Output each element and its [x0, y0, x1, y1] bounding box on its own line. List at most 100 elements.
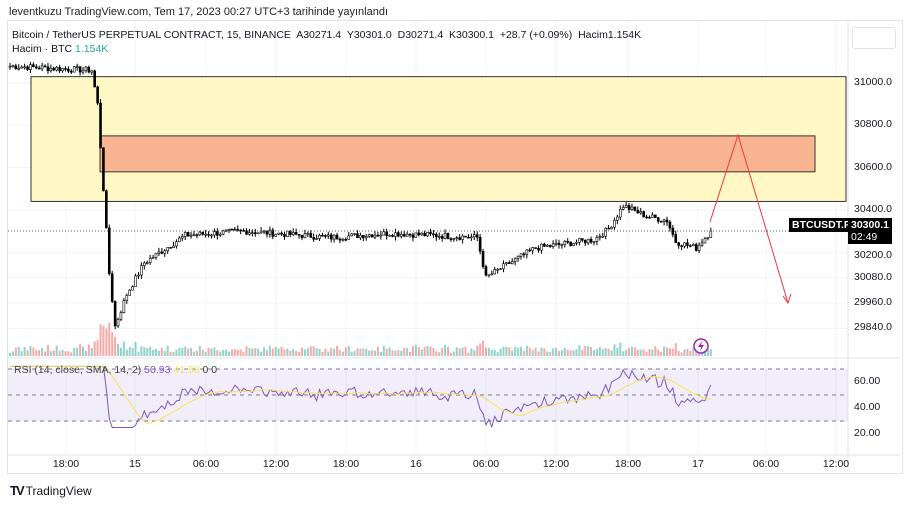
candle-body	[662, 219, 666, 222]
candle-body	[315, 238, 318, 240]
candle-body	[452, 237, 456, 240]
volume-bar	[263, 347, 266, 356]
volume-bar	[394, 350, 397, 356]
volume-bar	[575, 349, 578, 356]
candle-body	[321, 234, 324, 237]
candle-body	[516, 255, 520, 259]
volume-bar	[648, 349, 651, 356]
volume-bar	[9, 352, 11, 356]
symbol-name[interactable]: Bitcoin / TetherUS PERPETUAL CONTRACT, 1…	[12, 29, 291, 41]
candle-body	[43, 65, 47, 68]
candle-body	[122, 300, 126, 313]
rsi-value: 50.93	[144, 364, 171, 376]
volume-bar	[312, 346, 315, 356]
volume-bar	[99, 324, 102, 356]
volume-bar	[163, 350, 166, 356]
candle-body	[245, 230, 248, 235]
candle-body	[510, 261, 514, 265]
volume-bar	[555, 348, 558, 356]
candle-body	[283, 233, 286, 237]
chart-frame[interactable]	[7, 20, 903, 474]
volume-bar	[525, 345, 528, 356]
candle-body	[671, 227, 675, 235]
chart-settings-button[interactable]	[852, 27, 896, 49]
volume-bar	[160, 347, 163, 356]
candle-body	[160, 251, 164, 254]
candle-body	[691, 244, 695, 247]
volume-bar	[598, 347, 601, 356]
volume-bar	[645, 351, 648, 356]
volume-bar	[79, 343, 82, 356]
volume-bar	[219, 351, 222, 356]
candle-body	[435, 234, 438, 238]
volume-bar	[321, 351, 324, 356]
candle-body	[105, 190, 108, 229]
candle-body	[253, 232, 257, 235]
volume-bar	[511, 350, 514, 356]
time-axis-label: 12:00	[262, 458, 290, 470]
volume-bar	[581, 349, 584, 356]
volume-bar	[353, 351, 356, 356]
candle-body	[96, 86, 99, 104]
volume-bar	[484, 347, 487, 356]
volume-bar	[93, 341, 96, 356]
candle-body	[227, 228, 231, 231]
volume-bar	[204, 351, 207, 356]
volume-bar	[298, 352, 301, 356]
candle-body	[379, 234, 383, 237]
volume-bar	[289, 350, 292, 356]
candle-body	[239, 229, 242, 232]
volume-bar	[114, 337, 117, 356]
candle-body	[449, 238, 453, 240]
candle-body	[259, 230, 263, 234]
candle-body	[493, 269, 497, 275]
volume-bar	[213, 347, 216, 356]
candle-body	[306, 232, 310, 235]
candle-body	[432, 233, 435, 236]
candle-body	[627, 205, 631, 210]
candle-body	[113, 301, 117, 327]
candle-body	[595, 236, 599, 242]
volume-bar	[280, 346, 283, 356]
volume-bar	[365, 348, 368, 356]
change-value: +28.7 (+0.09%)	[499, 29, 573, 41]
rsi-legend[interactable]: RSI (14, close, SMA, 14, 2) 50.93 41.58 …	[14, 364, 217, 376]
candle-body	[309, 232, 313, 238]
volume-bar	[38, 350, 41, 356]
volume-bar	[476, 345, 479, 356]
time-axis-label: 18:00	[52, 458, 80, 470]
volume-bar	[82, 346, 84, 356]
volume-bar	[578, 345, 581, 356]
candle-body	[487, 274, 491, 277]
volume-bar	[309, 346, 312, 356]
volume-bar	[522, 350, 525, 356]
candle-body	[674, 234, 678, 243]
candle-body	[175, 241, 178, 247]
volume-amount: 1.154K	[75, 43, 109, 55]
candle-body	[540, 243, 543, 251]
volume-bar	[260, 351, 263, 356]
volume-bar	[689, 351, 692, 356]
candle-body	[274, 233, 278, 237]
volume-bar	[490, 349, 493, 356]
volume-bar	[295, 350, 298, 356]
candle-body	[402, 234, 406, 237]
candle-body	[300, 234, 304, 238]
volume-bar	[350, 351, 353, 356]
volume-bar	[216, 350, 219, 356]
volume-bar	[87, 344, 90, 356]
candle-body	[329, 234, 333, 240]
tradingview-logo[interactable]: TV TradingView	[10, 483, 92, 498]
volume-bar	[207, 347, 210, 356]
price-axis-label: 31000.0	[854, 76, 892, 88]
candle-body	[32, 64, 35, 68]
candle-body	[236, 229, 240, 231]
volume-bar	[242, 352, 245, 356]
candle-body	[525, 249, 529, 255]
candle-body	[446, 233, 450, 239]
volume-bar	[622, 351, 625, 356]
volume-bar	[55, 345, 58, 356]
volume-bar	[257, 348, 260, 356]
volume-bar	[117, 343, 120, 356]
